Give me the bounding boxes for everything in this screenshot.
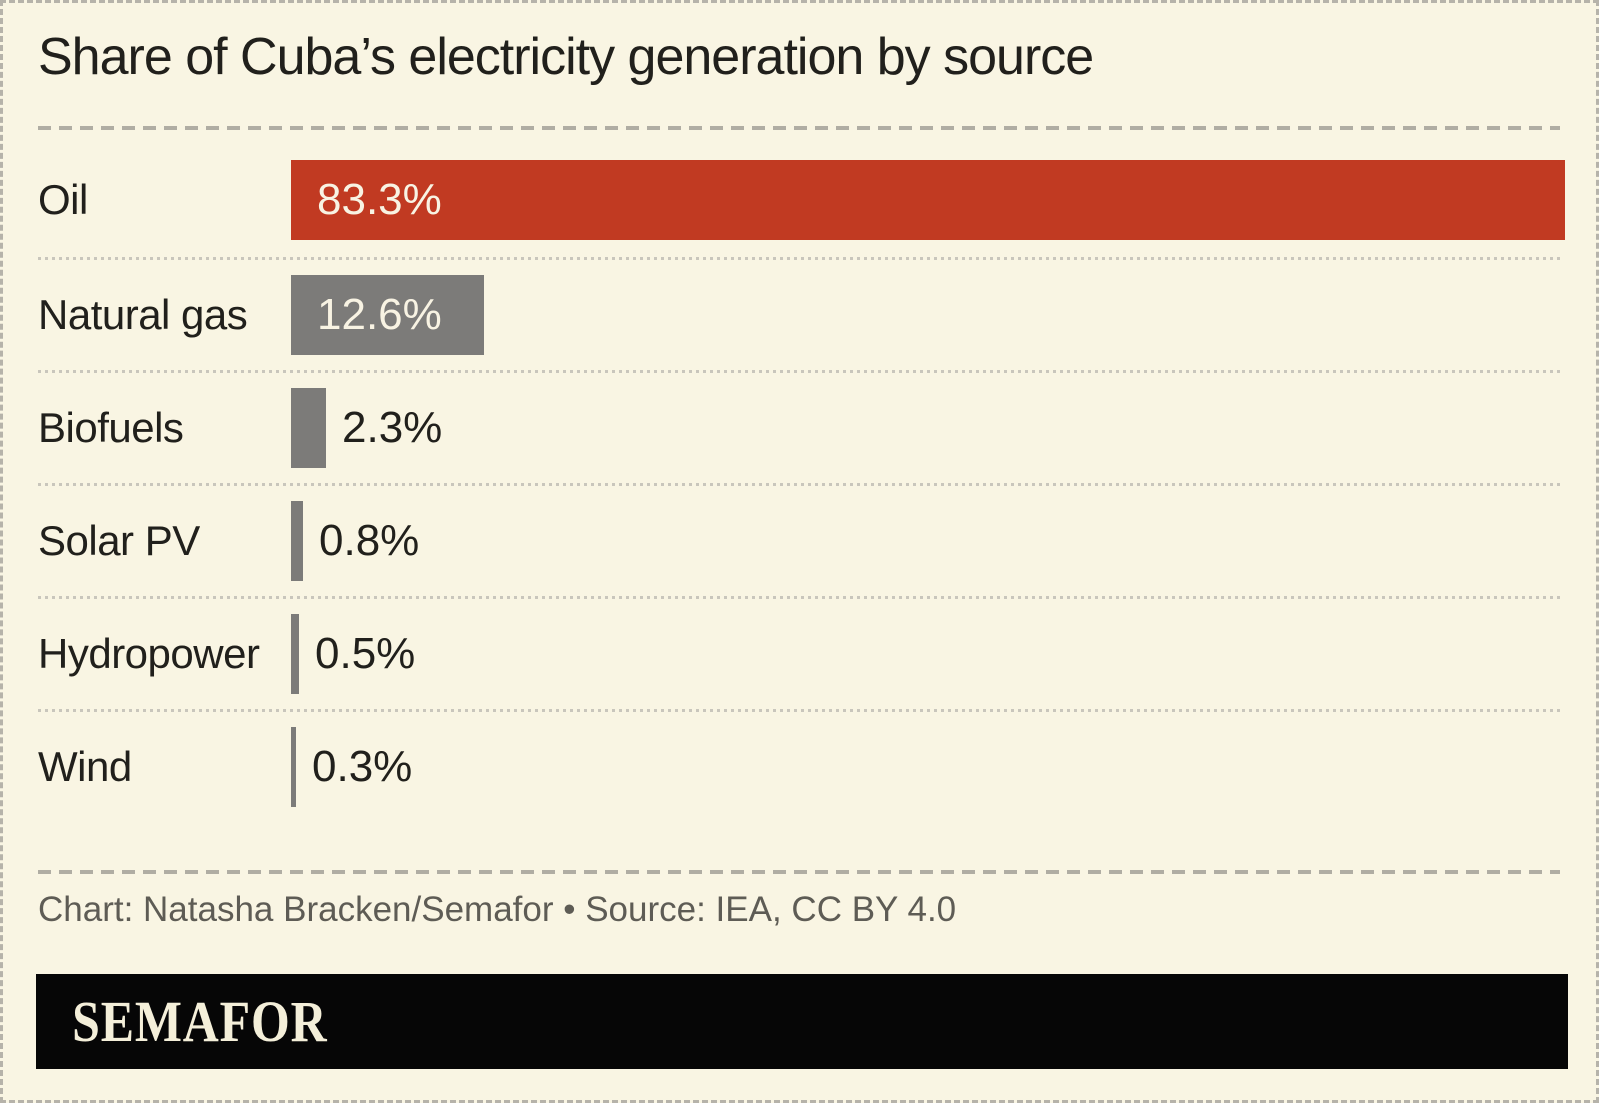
chart-row: Wind 0.3%: [3, 712, 1596, 822]
bar-chart: Oil 83.3% Natural gas 12.6% Biofuels 2.3…: [3, 130, 1596, 930]
bar-biofuels: [291, 388, 326, 468]
semafor-wordmark: SEMAFOR: [72, 989, 328, 1054]
row-separator: [38, 370, 1560, 373]
value-label: 12.6%: [317, 290, 442, 339]
bar-solar-pv: [291, 501, 303, 581]
value-label: 2.3%: [342, 403, 443, 452]
chart-row: Solar PV 0.8%: [3, 486, 1596, 596]
row-separator: [38, 709, 1560, 712]
bar-zone: 2.3%: [291, 373, 1560, 483]
row-separator: [38, 483, 1560, 486]
bar-zone: 0.8%: [291, 486, 1560, 596]
bar-zone: 0.3%: [291, 712, 1560, 822]
bar-hydropower: [291, 614, 299, 694]
row-separator: [38, 257, 1560, 260]
chart-row: Hydropower 0.5%: [3, 599, 1596, 709]
bar-zone: 0.5%: [291, 599, 1560, 709]
category-label: Natural gas: [38, 291, 248, 338]
chart-row: Oil 83.3%: [3, 130, 1596, 257]
bar-natural-gas: [291, 275, 484, 355]
value-label: 0.3%: [312, 742, 413, 791]
bar-zone: 12.6%: [291, 260, 1560, 370]
chart-row: Natural gas 12.6%: [3, 260, 1596, 370]
credit-line: Chart: Natasha Bracken/Semafor • Source:…: [38, 890, 957, 929]
value-label: 83.3%: [317, 175, 442, 224]
semafor-banner: SEMAFOR: [36, 974, 1568, 1069]
chart-title: Share of Cuba’s electricity generation b…: [38, 28, 1094, 86]
bar-oil: [291, 160, 1565, 240]
category-label: Oil: [38, 176, 88, 223]
chart-row: Biofuels 2.3%: [3, 373, 1596, 483]
category-label: Solar PV: [38, 517, 200, 564]
category-label: Biofuels: [38, 404, 184, 451]
title-separator: [38, 126, 1560, 130]
footer-separator: [38, 870, 1560, 874]
value-label: 0.5%: [315, 629, 416, 678]
bar-wind: [291, 727, 296, 807]
category-label: Wind: [38, 743, 132, 790]
value-label: 0.8%: [319, 516, 420, 565]
category-label: Hydropower: [38, 630, 260, 677]
bar-zone: 83.3%: [291, 143, 1565, 257]
row-separator: [38, 596, 1560, 599]
